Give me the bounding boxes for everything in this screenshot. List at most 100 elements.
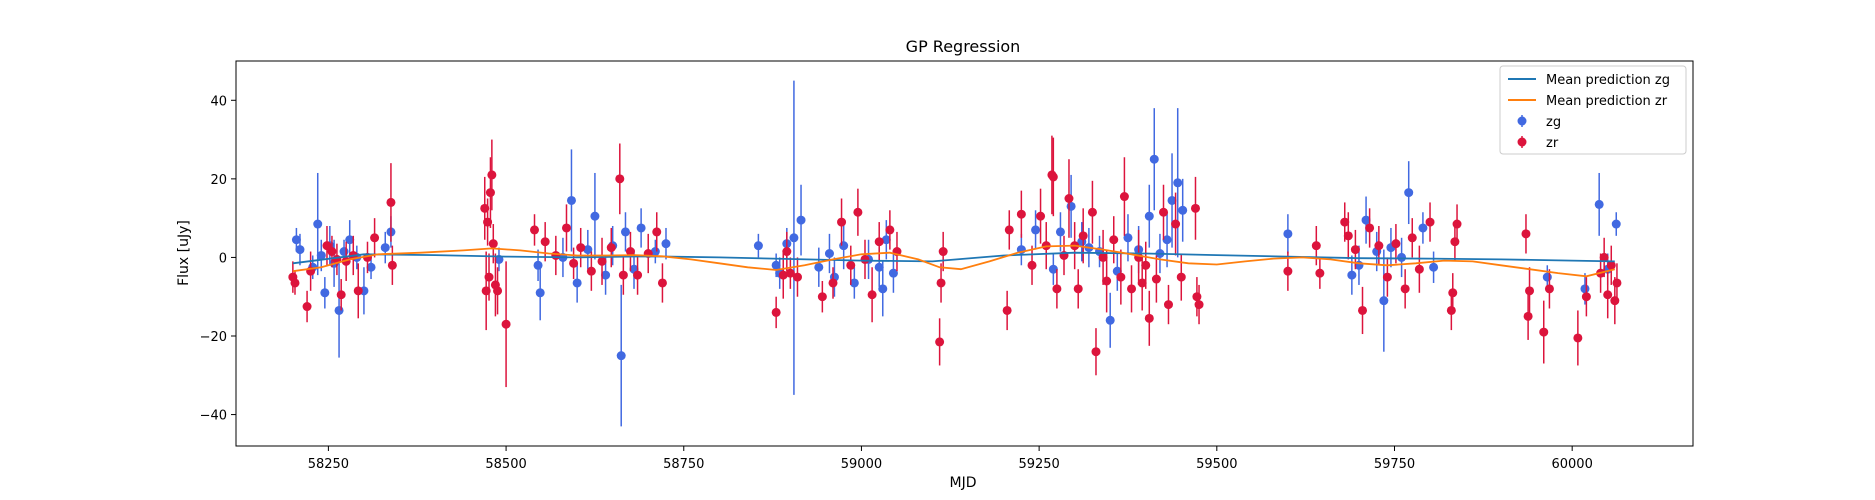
point-zr-40 [657,278,667,288]
legend: Mean prediction zg Mean prediction zr zg zr [1499,65,1687,155]
point-zr-86 [1159,207,1169,217]
mean-line-1 [292,244,1616,278]
point-zr-113 [1523,311,1533,321]
point-zg-56 [1105,315,1115,325]
x-tick-label: 58750 [663,457,704,472]
point-zr-1 [290,278,300,288]
point-zg-30 [650,247,660,257]
point-zr-114 [1525,286,1535,296]
point-zr-28 [561,223,571,233]
point-zr-112 [1521,229,1531,239]
point-zr-56 [935,337,945,347]
axes: 58250 58500 58750 59000 59250 59500 59750 60000… [200,94,1593,472]
point-zr-10 [353,286,363,296]
x-tick-label: 58500 [485,457,526,472]
point-zr-24 [501,319,511,329]
point-zg-13 [366,262,376,272]
point-zg-41 [839,241,849,251]
legend-label: zg [1546,115,1561,130]
point-zr-19 [485,188,495,198]
point-zr-123 [1610,296,1620,306]
point-zr-18 [484,272,494,282]
point-zr-5 [327,247,337,257]
point-zr-46 [817,292,827,302]
point-zg-38 [814,262,824,272]
point-zg-24 [601,270,611,280]
x-tick-label: 59500 [1196,457,1237,472]
point-zr-82 [1137,278,1147,288]
legend-swatch [1517,116,1527,126]
point-zg-66 [1178,205,1188,215]
point-zg-1 [295,245,305,255]
point-zr-107 [1425,217,1435,227]
point-zr-116 [1544,284,1554,294]
point-zr-85 [1151,274,1161,284]
point-zg-64 [1167,195,1177,205]
point-zr-62 [1027,260,1037,270]
x-tick-label: 60000 [1551,457,1592,472]
point-zg-78 [1542,272,1552,282]
point-zg-33 [771,260,781,270]
point-zr-54 [885,225,895,235]
point-zr-88 [1171,219,1181,229]
point-zr-42 [778,270,788,280]
point-zr-12 [370,233,380,243]
point-zg-65 [1173,178,1183,188]
point-zr-79 [1119,192,1129,202]
legend-label: zr [1546,136,1559,151]
point-zr-26 [540,237,550,247]
point-zr-103 [1391,239,1401,249]
point-zr-97 [1343,231,1353,241]
point-zg-21 [572,278,582,288]
point-zg-70 [1361,215,1371,225]
point-zg-8 [334,305,344,315]
point-zr-106 [1414,264,1424,274]
point-zr-78 [1116,272,1126,282]
point-zr-30 [576,243,586,253]
point-zg-39 [824,249,834,258]
point-zr-94 [1311,241,1321,251]
point-zr-95 [1315,268,1325,278]
x-tick-label: 58250 [308,457,349,472]
point-zr-39 [652,227,662,237]
point-zr-89 [1176,272,1186,282]
point-zr-111 [1452,219,1462,229]
point-zr-102 [1382,272,1392,282]
point-zg-37 [796,215,806,225]
y-tick-label: −40 [200,409,227,424]
point-zr-61 [1016,209,1026,219]
point-zr-33 [606,243,616,253]
point-zr-63 [1036,211,1046,221]
point-zr-110 [1450,237,1460,247]
point-zg-36 [789,233,799,243]
point-zg-68 [1347,270,1357,280]
point-zg-26 [616,351,626,361]
point-zr-2 [302,302,312,312]
point-zr-108 [1446,305,1456,315]
point-zg-61 [1149,154,1159,164]
series-zr [288,135,1622,388]
point-zr-49 [846,260,856,270]
point-zr-93 [1283,266,1293,276]
point-zr-100 [1365,223,1375,233]
point-zg-79 [1580,284,1590,294]
point-zg-32 [753,241,763,251]
y-tick-label: 40 [210,94,227,109]
point-zg-44 [874,262,884,272]
point-zg-45 [878,284,888,294]
legend-label: Mean prediction zr [1546,94,1668,109]
point-zr-50 [853,207,863,217]
point-zr-74 [1091,347,1101,357]
point-zr-66 [1048,172,1058,182]
point-zr-67 [1052,284,1062,294]
legend-swatch [1517,137,1527,147]
x-tick-label: 59000 [841,457,882,472]
point-zr-124 [1612,278,1622,288]
point-zr-72 [1078,231,1088,241]
point-zg-42 [849,278,859,288]
point-zr-59 [1002,305,1012,315]
point-zg-63 [1162,235,1172,245]
point-zr-57 [936,278,946,288]
point-zr-122 [1606,260,1616,270]
